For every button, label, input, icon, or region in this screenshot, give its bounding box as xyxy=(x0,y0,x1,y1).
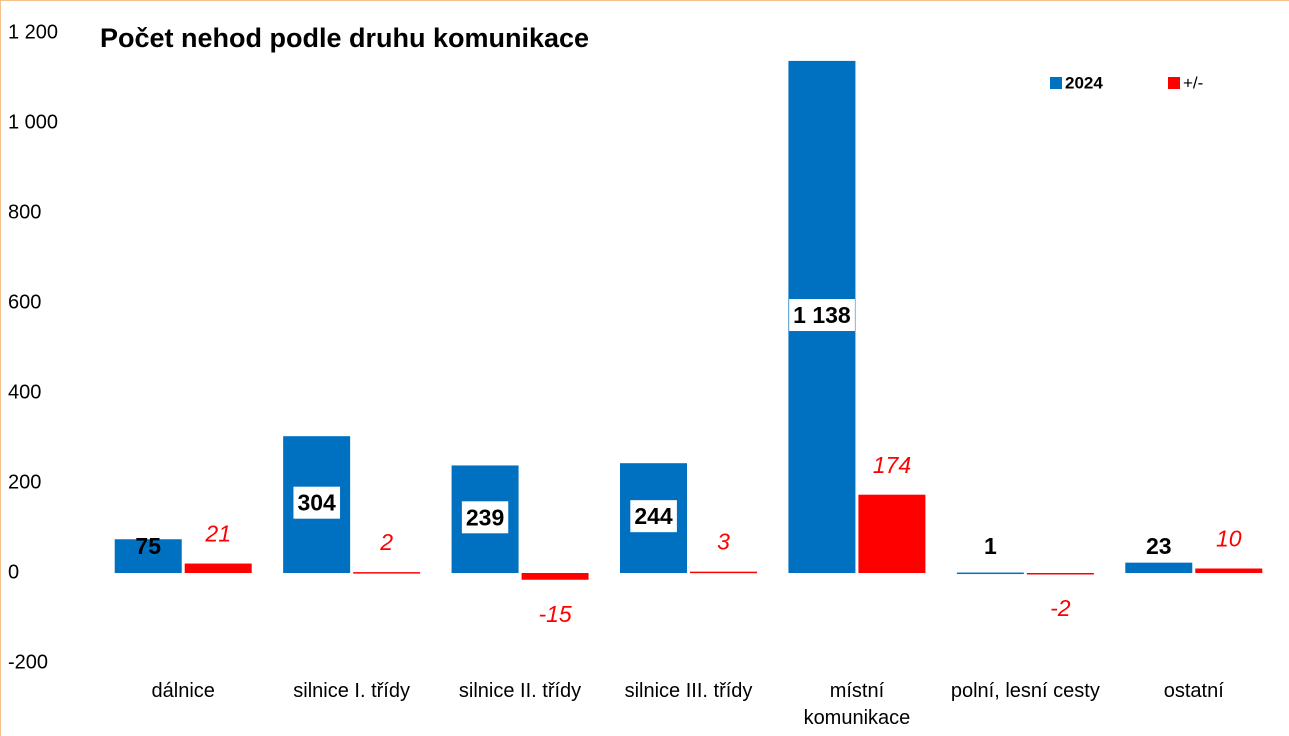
data-label: 1 138 xyxy=(793,302,851,328)
data-label: 304 xyxy=(297,490,336,516)
x-tick-label: dálnice xyxy=(151,680,215,702)
chart-title: Počet nehod podle druhu komunikace xyxy=(100,23,589,53)
data-label: 21 xyxy=(204,521,231,547)
bar xyxy=(353,572,421,574)
data-label: -2 xyxy=(1050,595,1071,621)
y-tick-label: 0 xyxy=(8,561,19,583)
bar xyxy=(1125,562,1193,573)
data-label: 239 xyxy=(466,504,504,530)
y-tick-label: 200 xyxy=(8,471,41,493)
data-label-bg xyxy=(630,500,677,533)
x-tick-label: silnice II. třídy xyxy=(458,680,582,702)
bar xyxy=(1026,573,1094,575)
x-tick-label: silnice I. třídy xyxy=(293,680,410,702)
data-label: 23 xyxy=(1146,533,1172,559)
bar xyxy=(184,563,252,573)
data-label: -15 xyxy=(538,601,571,627)
data-label-bg xyxy=(789,299,855,332)
data-label: 244 xyxy=(634,503,673,529)
y-tick-label: 400 xyxy=(8,381,41,403)
y-tick-label: 800 xyxy=(8,201,41,223)
y-tick-label: 600 xyxy=(8,291,41,313)
bar xyxy=(114,539,182,573)
bar xyxy=(690,571,757,574)
bar xyxy=(521,573,589,580)
data-label-bg xyxy=(461,501,509,534)
data-label: 1 xyxy=(984,533,997,559)
bar xyxy=(1195,568,1263,573)
legend-swatch xyxy=(1050,77,1062,89)
data-label: 75 xyxy=(135,533,161,559)
data-label-bg xyxy=(293,486,341,519)
data-label: 3 xyxy=(717,529,730,555)
y-tick-label: 1 000 xyxy=(8,111,58,133)
x-tick-label: silnice III. třídy xyxy=(624,680,753,702)
x-tick-label: polní, lesní cesty xyxy=(950,680,1100,702)
legend-label: +/- xyxy=(1183,73,1203,92)
y-tick-label: -200 xyxy=(8,651,48,673)
data-label: 10 xyxy=(1216,526,1242,552)
legend-label: 2024 xyxy=(1065,73,1103,92)
bar xyxy=(956,572,1024,575)
x-tick-label: ostatní xyxy=(1163,680,1224,702)
x-tick-label: místní komunikace xyxy=(803,680,911,729)
data-label: 2 xyxy=(379,529,393,555)
legend-swatch xyxy=(1168,77,1180,89)
data-label: 174 xyxy=(873,452,911,478)
bar xyxy=(858,494,926,573)
y-tick-label: 1 200 xyxy=(8,21,58,43)
